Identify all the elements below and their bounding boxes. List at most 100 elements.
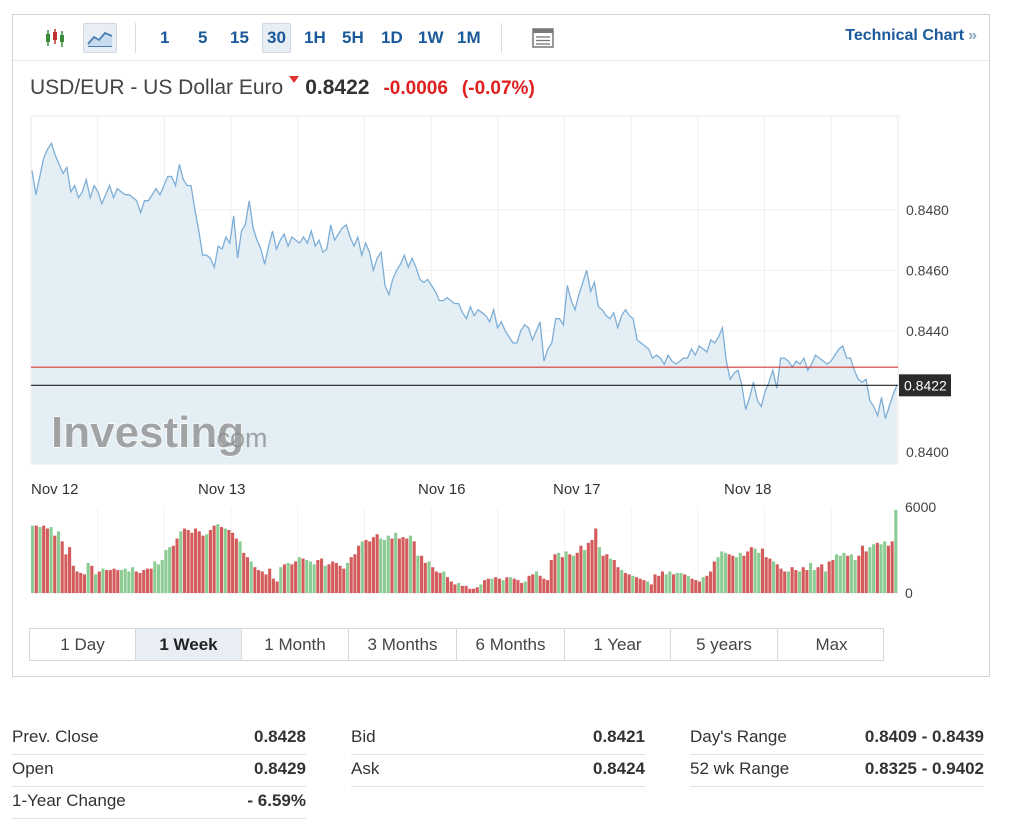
volume-bar: [301, 558, 305, 593]
interval-30[interactable]: 30: [262, 23, 291, 53]
volume-bar: [38, 527, 42, 593]
volume-y-tick-label: 0: [905, 585, 913, 601]
area-chart-icon[interactable]: [83, 23, 117, 53]
volume-bar: [227, 529, 231, 593]
volume-bar: [812, 570, 816, 593]
volume-bar: [31, 525, 35, 593]
volume-bar: [709, 571, 713, 593]
period-1-year[interactable]: 1 Year: [565, 629, 671, 660]
volume-bar: [408, 535, 413, 593]
volume-bar: [105, 570, 109, 593]
volume-bar: [75, 571, 79, 593]
volume-bar: [90, 565, 94, 593]
price-chart[interactable]: 0.8480 0.8460 0.8440 0.8400 0.8422 Nov 12 Nov …: [13, 15, 989, 615]
volume-bar: [164, 550, 168, 593]
volume-bar: [145, 568, 149, 593]
stat-value: 0.8421: [593, 727, 645, 746]
period-6-months[interactable]: 6 Months: [457, 629, 565, 660]
period-max[interactable]: Max: [815, 635, 848, 654]
interval-5h[interactable]: 5H: [342, 28, 364, 47]
candlestick-icon[interactable]: [38, 23, 72, 53]
technical-chart-link[interactable]: Technical Chart»: [845, 27, 977, 45]
volume-bar: [112, 568, 116, 593]
volume-bar: [786, 571, 790, 593]
interval-1m[interactable]: 1M: [457, 28, 481, 47]
volume-bar: [872, 544, 876, 593]
volume-bar: [175, 538, 179, 593]
table-icon[interactable]: [526, 23, 560, 53]
volume-bar: [271, 578, 275, 593]
volume-bar: [334, 562, 338, 593]
volume-bar: [497, 578, 501, 593]
volume-bar: [431, 567, 435, 593]
period-1-month[interactable]: 1 Month: [242, 629, 349, 660]
stat-value: 0.8424: [593, 759, 645, 778]
volume-bar: [879, 544, 883, 593]
volume-bar: [108, 570, 112, 593]
volume-bar: [382, 539, 387, 593]
volume-bar: [501, 580, 505, 593]
interval-1[interactable]: 1: [160, 28, 170, 47]
volume-bar: [275, 581, 279, 593]
volume-bar: [86, 562, 90, 593]
volume-bar: [749, 547, 753, 593]
volume-bar: [516, 580, 520, 593]
volume-bar: [479, 584, 483, 593]
volume-bar: [82, 574, 86, 593]
volume-bar: [768, 558, 772, 593]
volume-bar: [549, 560, 553, 593]
volume-bar: [97, 571, 101, 593]
volume-bar: [390, 538, 394, 593]
interval-1h[interactable]: 1H: [304, 28, 326, 47]
volume-bar: [668, 571, 672, 593]
volume-bar: [394, 532, 398, 593]
volume-bar: [249, 561, 253, 593]
stat-value: - 6.59%: [247, 791, 306, 810]
stat-value: 0.8429: [254, 759, 306, 778]
volume-bar: [546, 580, 550, 593]
volume-bar: [579, 545, 583, 593]
volume-bar: [831, 560, 835, 593]
volume-bar: [238, 541, 242, 593]
volume-bar: [772, 561, 776, 593]
volume-bar: [45, 528, 49, 593]
volume-bar: [649, 584, 653, 593]
interval-5[interactable]: 5: [198, 28, 208, 47]
volume-bar: [268, 568, 272, 593]
volume-bar: [323, 565, 327, 593]
y-tick-label: 0.8460: [906, 262, 949, 278]
x-tick-label: Nov 17: [553, 481, 601, 498]
volume-bar: [53, 535, 57, 593]
period-1-day[interactable]: 1 Day: [30, 629, 136, 660]
volume-bar: [827, 561, 831, 593]
last-price-badge: [899, 374, 951, 397]
volume-bar: [371, 537, 375, 593]
volume-bar: [797, 571, 802, 593]
volume-bar: [634, 577, 639, 593]
volume-bar: [182, 528, 187, 593]
period-3-months[interactable]: 3 Months: [349, 629, 457, 660]
volume-bar: [494, 577, 498, 593]
period-5-years[interactable]: 5 years: [671, 629, 778, 660]
period-1-week[interactable]: 1 Week: [136, 629, 242, 660]
interval-1w[interactable]: 1W: [418, 28, 444, 47]
stat-row-52-wk-range: 52 wk Range 0.8325 - 0.9402: [690, 755, 984, 787]
volume-bar: [486, 578, 490, 593]
volume-bar: [638, 578, 642, 593]
volume-bar: [457, 582, 461, 593]
volume-bar: [231, 532, 235, 593]
volume-bar: [401, 537, 405, 593]
volume-bar: [116, 570, 120, 593]
volume-bar: [779, 568, 783, 593]
y-tick-label: 0.8480: [906, 202, 949, 218]
volume-bar: [279, 567, 283, 593]
volume-bar: [316, 560, 320, 593]
interval-15[interactable]: 15: [230, 28, 249, 47]
volume-bar: [571, 555, 576, 593]
price-change: -0.0006: [383, 78, 448, 99]
volume-bar: [642, 580, 646, 593]
volume-bar: [583, 550, 587, 593]
interval-1d[interactable]: 1D: [381, 28, 403, 47]
volume-bar: [386, 535, 390, 593]
y-tick-label: 0.8440: [906, 323, 949, 339]
